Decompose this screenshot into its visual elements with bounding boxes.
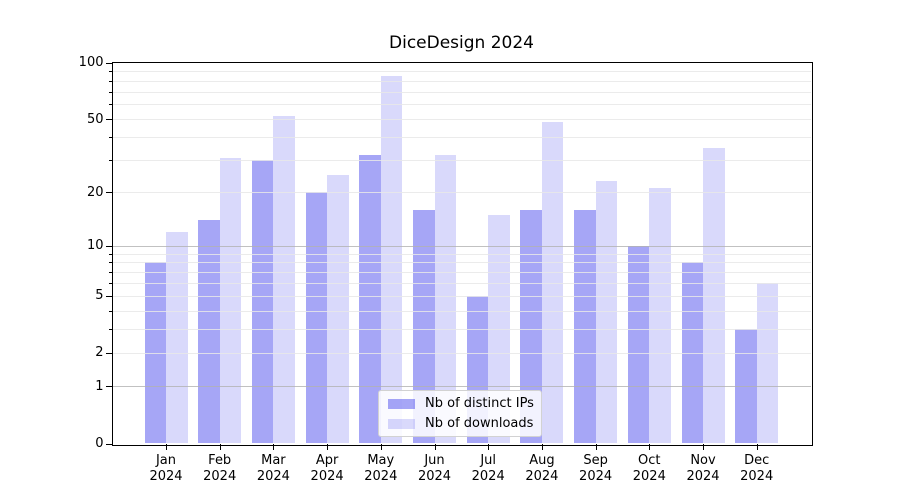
x-tick-label-jun-2024: Jun 2024	[417, 452, 452, 485]
bar-feb-2024-ips	[198, 220, 220, 444]
legend-label-downloads: Nb of downloads	[425, 415, 534, 431]
chart-title: DiceDesign 2024	[389, 33, 534, 53]
y-tick-label-50: 50	[86, 111, 104, 127]
y-minor-tick-7	[109, 271, 113, 273]
y-tick-20	[106, 192, 113, 194]
x-tick-sep-2024	[595, 444, 597, 450]
bar-may-2024-downloads	[380, 75, 403, 444]
x-tick-label-sep-2024: Sep 2024	[579, 452, 613, 485]
plot-area	[112, 62, 811, 444]
bar-sep-2024-downloads	[595, 181, 618, 444]
bar-jul-2024-downloads	[488, 214, 510, 444]
y-minor-tick-60	[109, 104, 113, 106]
x-tick-dec-2024	[756, 444, 758, 450]
bar-jun-2024-ips	[413, 209, 435, 444]
x-tick-jun-2024	[434, 444, 436, 450]
y-tick-2	[106, 352, 113, 354]
y-tick-label-20: 20	[86, 184, 104, 200]
y-tick-10	[106, 245, 113, 247]
x-tick-label-dec-2024: Dec 2024	[740, 452, 774, 485]
x-tick-label-apr-2024: Apr 2024	[310, 452, 344, 485]
x-tick-nov-2024	[703, 444, 704, 450]
x-tick-label-jan-2024: Jan 2024	[149, 452, 183, 485]
x-tick-mar-2024	[273, 444, 275, 450]
bar-apr-2024-ips	[305, 192, 328, 444]
legend-label-distinct-ips: Nb of distinct IPs	[425, 395, 534, 411]
y-tick-label-100: 100	[78, 55, 104, 71]
x-tick-jan-2024	[166, 444, 167, 450]
x-tick-apr-2024	[327, 444, 329, 450]
bar-mar-2024-downloads	[273, 115, 295, 444]
x-tick-label-nov-2024: Nov 2024	[686, 452, 720, 485]
y-tick-50	[106, 119, 113, 121]
y-minor-tick-6	[109, 282, 113, 284]
legend-item-downloads: Nb of downloads	[379, 416, 541, 432]
bar-dec-2024-downloads	[756, 282, 779, 444]
y-tick-label-5: 5	[95, 288, 104, 304]
y-tick-1	[106, 386, 113, 388]
x-tick-label-oct-2024: Oct 2024	[632, 452, 666, 485]
y-minor-tick-30	[109, 160, 113, 162]
bar-aug-2024-downloads	[541, 122, 564, 444]
x-tick-label-jul-2024: Jul 2024	[471, 452, 505, 485]
bar-aug-2024-ips	[520, 209, 542, 444]
bar-oct-2024-downloads	[649, 188, 671, 444]
legend-swatch-distinct-ips	[388, 398, 415, 409]
y-minor-tick-40	[109, 137, 113, 139]
y-minor-tick-90	[109, 71, 113, 73]
x-tick-jul-2024	[488, 444, 490, 450]
x-tick-label-feb-2024: Feb 2024	[203, 452, 237, 485]
bar-sep-2024-ips	[574, 209, 596, 444]
x-tick-may-2024	[380, 444, 382, 450]
bar-nov-2024-downloads	[703, 147, 725, 444]
y-tick-label-10: 10	[86, 238, 104, 254]
y-tick-label-0: 0	[95, 436, 104, 451]
legend: Nb of distinct IPs Nb of downloads	[378, 390, 542, 437]
bar-jan-2024-downloads	[166, 231, 188, 444]
bar-jun-2024-downloads	[434, 154, 456, 444]
bar-feb-2024-downloads	[219, 157, 242, 444]
y-minor-tick-80	[109, 80, 113, 82]
y-minor-tick-8	[109, 262, 113, 264]
y-tick-label-2: 2	[95, 345, 104, 361]
x-tick-oct-2024	[649, 444, 651, 450]
bar-apr-2024-downloads	[327, 174, 349, 444]
legend-item-distinct-ips: Nb of distinct IPs	[379, 396, 541, 412]
bar-mar-2024-ips	[251, 160, 274, 444]
x-tick-feb-2024	[219, 444, 221, 450]
x-tick-label-aug-2024: Aug 2024	[525, 452, 559, 485]
y-tick-0	[106, 443, 113, 445]
bar-jan-2024-ips	[144, 262, 166, 444]
y-minor-tick-4	[109, 310, 113, 312]
y-minor-tick-9	[109, 253, 113, 255]
bar-dec-2024-ips	[735, 329, 757, 444]
legend-swatch-downloads	[388, 418, 415, 429]
x-tick-label-may-2024: May 2024	[364, 452, 398, 485]
y-tick-label-1: 1	[95, 378, 104, 394]
bar-may-2024-ips	[359, 154, 381, 444]
x-tick-label-mar-2024: Mar 2024	[256, 452, 290, 485]
x-tick-aug-2024	[541, 444, 543, 450]
y-minor-tick-70	[109, 91, 113, 93]
y-minor-tick-3	[109, 329, 113, 331]
bar-oct-2024-ips	[627, 245, 650, 444]
y-tick-100	[106, 62, 113, 64]
bar-nov-2024-ips	[681, 262, 703, 444]
y-tick-5	[106, 295, 113, 297]
